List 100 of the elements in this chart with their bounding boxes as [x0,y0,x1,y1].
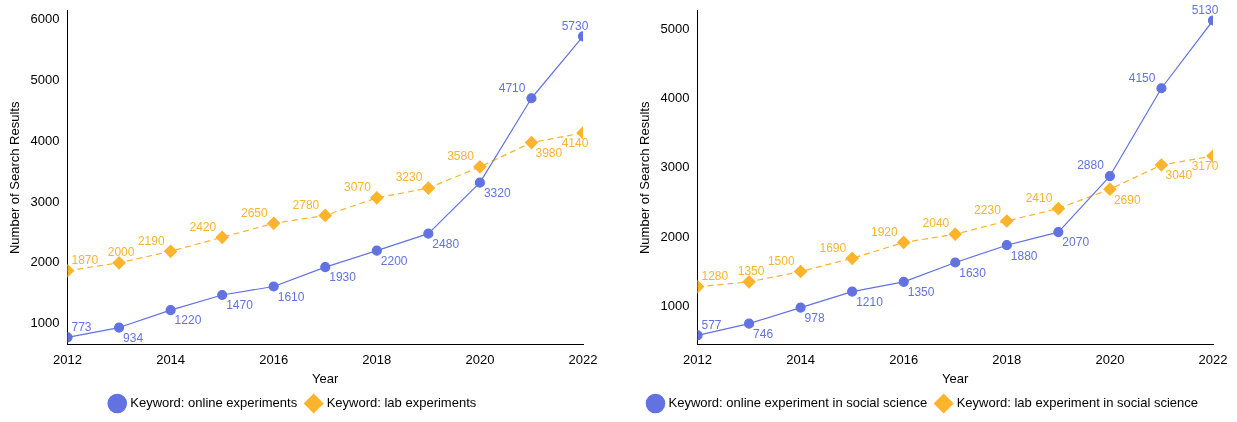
data-label: 2190 [137,233,165,248]
x-tick-label: 2012 [683,352,712,368]
data-label: 3980 [535,145,563,160]
x-tick-label: 2014 [156,352,186,368]
point [112,256,126,270]
x-tick-label: 2022 [568,352,598,368]
data-label: 5130 [1191,2,1219,17]
point [845,251,859,265]
point [897,235,911,250]
y-tick-label: 4000 [660,90,690,106]
data-label: 2650 [241,205,269,220]
data-label: 3070 [344,180,372,195]
y-tick-label: 2000 [30,254,60,270]
point [1156,83,1167,94]
data-label: 2420 [189,219,217,234]
data-label: 2040 [922,216,950,231]
point [473,160,487,174]
y-tick-label: 3000 [660,159,690,175]
data-label: 4150 [1128,70,1156,85]
point [1053,226,1064,238]
point [370,191,384,205]
data-label: 746 [753,326,774,341]
point [743,318,755,329]
x-tick-label: 2012 [53,352,82,368]
point [1001,240,1012,251]
data-label: 1470 [226,298,254,313]
data-label: 5730 [561,18,589,33]
point [165,305,176,316]
data-label: 1930 [329,270,357,285]
legend-label: Keyword: online experiment in social science [668,395,928,411]
data-label: 934 [123,330,144,345]
data-label: 2410 [1025,190,1053,205]
point [742,275,756,289]
legend-label: Keyword: lab experiment in social science [956,395,1199,411]
point [217,289,228,301]
y-tick-label: 2000 [660,228,690,244]
data-label: 978 [804,310,825,325]
y-tick-label: 3000 [30,193,60,209]
data-label: 1920 [871,224,899,239]
data-label: 773 [71,319,92,334]
y-tick-label: 6000 [30,11,60,27]
point [423,228,434,239]
x-tick-label: 2018 [992,352,1022,368]
data-label: 2200 [380,253,408,268]
y-axis-title: Number of Search Results [637,101,653,255]
data-label: 1280 [701,269,729,284]
y-axis-title: Number of Search Results [7,101,23,255]
x-axis-title: Year [312,370,340,386]
x-tick-label: 2018 [362,352,392,368]
data-label: 577 [701,317,722,332]
point [215,230,229,244]
data-label: 3580 [447,149,475,164]
y-tick-label: 5000 [660,21,690,37]
data-label: 2690 [1113,192,1141,207]
point [1104,170,1115,182]
data-label: 1610 [277,289,305,304]
data-label: 4710 [498,80,526,95]
y-tick-label: 4000 [30,132,60,148]
point [950,257,961,268]
data-label: 1350 [907,285,935,300]
point [474,177,485,188]
point [1051,201,1065,216]
point [795,302,806,313]
point [267,216,281,230]
data-label: 3170 [1191,159,1219,174]
x-tick-label: 2020 [1095,352,1125,368]
point [1154,158,1169,172]
x-tick-label: 2016 [889,352,919,368]
data-label: 1500 [767,253,795,268]
data-label: 3320 [483,185,511,200]
point [371,245,382,256]
data-label: 2000 [107,245,135,260]
data-label: 2230 [974,203,1002,218]
data-label: 1690 [819,240,847,255]
point [1103,182,1117,196]
point [113,322,125,333]
data-label: 3230 [395,170,423,185]
data-label: 3040 [1165,168,1193,183]
point [948,227,962,241]
data-label: 1220 [174,313,202,328]
x-tick-label: 2016 [259,352,289,368]
data-label: 1630 [959,265,987,280]
y-tick-label: 1000 [660,297,690,313]
x-tick-label: 2014 [786,352,816,368]
data-label: 2480 [432,236,460,251]
point [526,93,537,104]
legend-label: Keyword: lab experiments [326,395,477,411]
point [320,261,331,273]
y-tick-label: 1000 [30,315,60,331]
data-label: 2880 [1077,158,1105,173]
point [1000,214,1014,228]
point [898,276,909,287]
data-label: 1350 [737,264,765,279]
data-label: 1870 [71,253,99,268]
point [524,135,539,150]
point [421,181,435,195]
point [794,264,808,279]
data-label: 2780 [292,197,320,212]
x-tick-label: 2020 [465,352,495,368]
x-axis-title: Year [942,370,970,386]
